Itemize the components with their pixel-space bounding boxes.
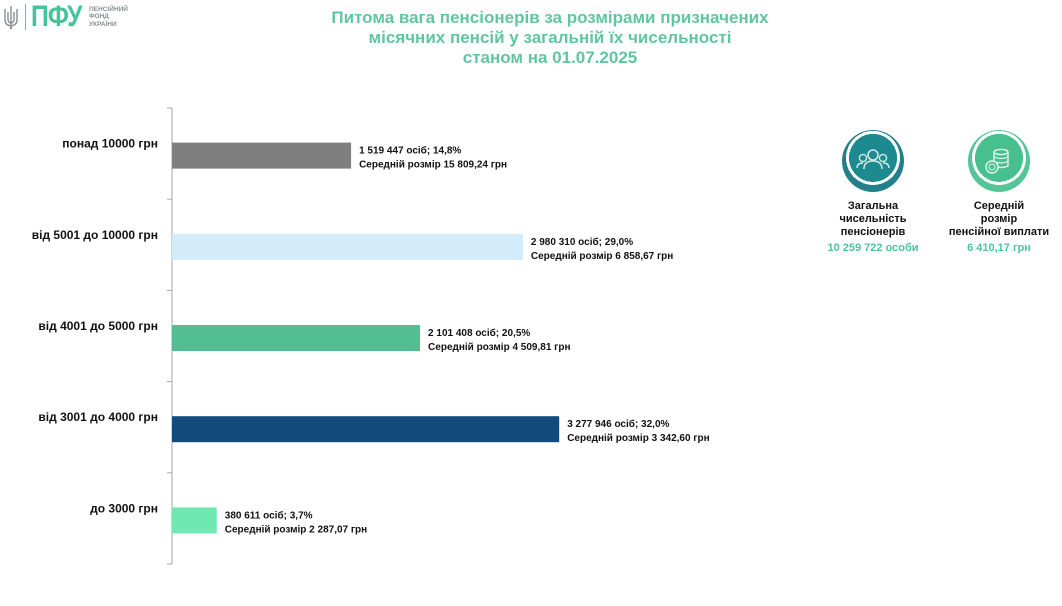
kpi-label-line: пенсіонерів [840,226,906,238]
kpi-total-pensioners: Загальна чисельність пенсіонерів 10 259 … [812,130,934,255]
kpi-circle [968,130,1030,192]
bar [172,507,217,534]
bar-count-label: 380 611 осіб; 3,7% [225,509,313,521]
people-icon [856,149,890,170]
bar-count-label: 2 101 408 осіб; 20,5% [428,327,530,339]
coins-icon [985,148,1009,174]
kpi-label-line: чисельність [839,213,907,225]
category-label: від 4001 до 5000 грн [38,319,158,333]
kpi-value: 10 259 722 особи [827,242,919,254]
kpi-value: 6 410,17 грн [967,242,1031,254]
bar-count-label: 3 277 946 осіб; 32,0% [567,418,669,430]
kpi-average-pension: Середній розмір пенсійної виплати 6 410,… [940,130,1058,255]
bar-average-label: Середній розмір 15 809,24 грн [359,160,507,171]
fund-name-line: УКРАЇНИ [89,20,117,28]
category-label: до 3000 грн [90,501,158,515]
bar [172,233,523,260]
chart-title: Питома вага пенсіонерів за розмірами при… [230,8,870,68]
bar-average-label: Середній розмір 3 342,60 грн [567,433,709,444]
trident-icon [4,6,18,30]
kpi-label-line: розмір [980,213,1018,225]
logo-text: ПФУ [31,0,82,33]
logo-fund-name: ПЕНСІЙНИЙ ФОНД УКРАЇНИ [89,6,128,29]
title-line: місячних пенсій у загальній їх чисельнос… [368,28,732,47]
kpi-label-line: Загальна [847,200,899,212]
kpi-label: Загальна чисельність пенсіонерів [812,200,934,239]
title-line: Питома вага пенсіонерів за розмірами при… [331,8,769,27]
logo-separator [25,4,26,30]
bar [172,325,421,351]
bar [172,142,352,169]
fund-name-line: ФОНД [89,13,109,21]
bar-average-label: Середній розмір 6 858,67 грн [531,251,673,262]
category-label: від 5001 до 10000 грн [32,228,158,242]
kpi-label: Середній розмір пенсійної виплати [940,200,1058,239]
bar-count-label: 1 519 447 осіб; 14,8% [359,145,461,157]
bar-count-label: 2 980 310 осіб; 29,0% [531,236,633,248]
category-label: від 3001 до 4000 грн [38,410,158,424]
kpi-label-line: Середній [973,200,1025,212]
bar [172,416,560,443]
category-label: понад 10000 грн [62,137,158,151]
kpi-label-line: пенсійної виплати [948,226,1050,238]
pfu-logo: ПФУ ПЕНСІЙНИЙ ФОНД УКРАЇНИ [2,2,128,32]
bar-average-label: Середній розмір 2 287,07 грн [225,524,367,535]
kpi-circle [842,130,904,192]
title-line: станом на 01.07.2025 [462,48,638,67]
bar-average-label: Середній розмір 4 509,81 грн [428,342,570,353]
fund-name-line: ПЕНСІЙНИЙ [89,5,128,13]
